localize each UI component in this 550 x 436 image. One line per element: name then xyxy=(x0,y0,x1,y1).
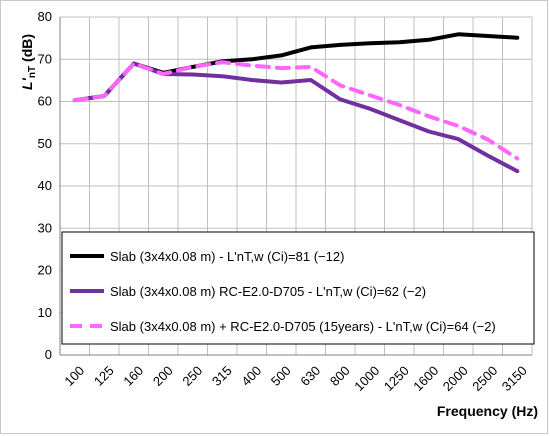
x-tick-label: 1600 xyxy=(410,363,441,394)
y-tick-label: 60 xyxy=(38,94,52,109)
x-tick-label: 315 xyxy=(209,363,235,389)
x-tick-label: 800 xyxy=(327,363,353,389)
x-tick-label: 400 xyxy=(238,363,264,389)
y-tick-label: 20 xyxy=(38,263,52,278)
x-tick-label: 3150 xyxy=(499,363,530,394)
y-tick-label: 80 xyxy=(38,9,52,24)
x-tick-label: 2500 xyxy=(469,363,500,394)
x-tick-label: 160 xyxy=(120,363,146,389)
y-tick-label: 10 xyxy=(38,305,52,320)
y-axis-title-sub: nT xyxy=(27,66,38,78)
x-tick-label: 125 xyxy=(91,363,117,389)
series-line-3 xyxy=(72,60,520,161)
y-tick-label: 0 xyxy=(45,347,52,362)
legend-label-3: Slab (3x4x0.08 m) + RC-E2.0-D705 (15year… xyxy=(110,319,496,334)
y-tick-label: 70 xyxy=(38,51,52,66)
legend-box xyxy=(61,231,535,345)
series-layer xyxy=(72,32,520,174)
x-tick-label: 100 xyxy=(61,363,87,389)
x-tick-label: 2000 xyxy=(440,363,471,394)
x-tick-label: 500 xyxy=(268,363,294,389)
y-axis-title-main: L' xyxy=(19,78,35,91)
y-tick-label: 30 xyxy=(38,220,52,235)
x-tick-label: 1250 xyxy=(381,363,412,394)
y-tick-label: 50 xyxy=(38,136,52,151)
y-axis-title: L'nT (dB) xyxy=(19,34,38,90)
x-tick-label: 200 xyxy=(150,363,176,389)
x-tick-label: 1000 xyxy=(351,363,382,394)
legend-label-1: Slab (3x4x0.08 m) - L'nT,w (Ci)=81 (−12) xyxy=(110,249,344,264)
x-tick-label: 630 xyxy=(297,363,323,389)
y-axis-title-unit: (dB) xyxy=(19,34,35,62)
axis-layer xyxy=(59,17,532,356)
y-tick-label: 40 xyxy=(38,178,52,193)
x-axis-title: Frequency (Hz) xyxy=(437,403,538,419)
x-tick-label: 250 xyxy=(179,363,205,389)
legend-label-2: Slab (3x4x0.08 m) RC-E2.0-D705 - L'nT,w … xyxy=(110,284,426,299)
legend: Slab (3x4x0.08 m) - L'nT,w (Ci)=81 (−12)… xyxy=(61,231,535,345)
